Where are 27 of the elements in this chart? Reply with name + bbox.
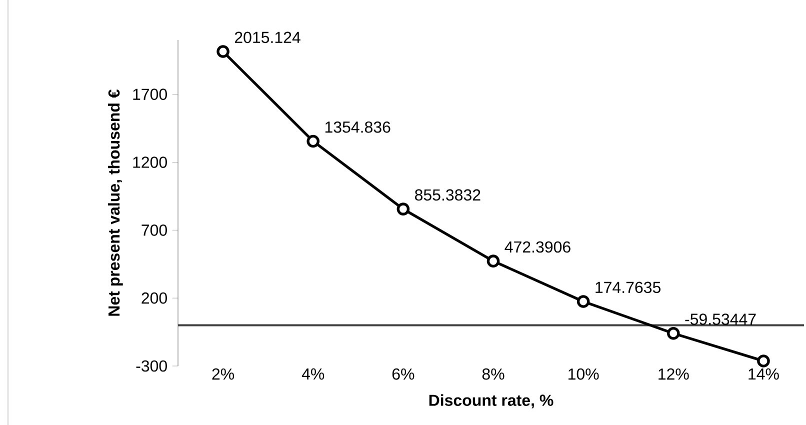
x-tick-label: 6%: [392, 368, 414, 380]
point: [576, 295, 590, 308]
data-label: 174.7635: [596, 282, 660, 294]
y-tick-label: 200: [142, 292, 167, 304]
point: [486, 254, 500, 268]
x-tick-label: 12%: [658, 368, 689, 380]
point: [757, 354, 770, 368]
x-tick-label: 10%: [568, 368, 599, 380]
x-tick-label: 14%: [748, 368, 779, 380]
y-tick-label: 700: [142, 224, 167, 236]
x-axis-title: Discount rate, %: [429, 394, 554, 408]
x-tick-label: 2%: [212, 368, 234, 380]
data-label: 855.3832: [414, 189, 480, 201]
point: [667, 326, 680, 340]
data-label: 472.3906: [504, 241, 570, 253]
y-tick-label: -300: [136, 360, 167, 372]
x-tick-label: 4%: [302, 368, 324, 380]
y-tick-label: 1200: [133, 156, 167, 168]
data-label: 2015.124: [234, 32, 300, 44]
x-tick-label: 8%: [482, 368, 504, 380]
data-label: 1354.836: [325, 121, 390, 133]
point: [216, 45, 230, 58]
point: [396, 202, 410, 216]
y-tick-label: 1700: [133, 88, 167, 100]
y-axis-title: Net present value, thousend €: [108, 89, 123, 316]
data-label: -59.53447: [685, 314, 756, 325]
point: [306, 134, 320, 148]
